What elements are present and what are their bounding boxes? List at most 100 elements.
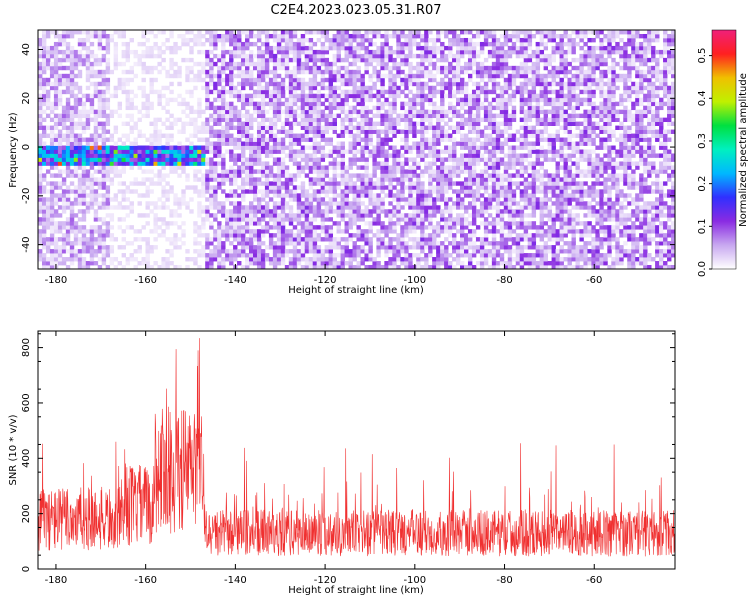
heatmap-cell (356, 177, 361, 182)
heatmap-cell (304, 161, 310, 166)
heatmap-cell (41, 65, 47, 71)
heatmap-cell (344, 189, 349, 194)
heatmap-cell (229, 81, 234, 87)
heatmap-cell (475, 181, 481, 186)
heatmap-cell (161, 185, 166, 190)
heatmap-cell (69, 113, 75, 119)
heatmap-cell (197, 213, 202, 218)
heatmap-cell (420, 229, 425, 234)
heatmap-cell (149, 189, 154, 194)
heatmap-cell (471, 101, 477, 107)
heatmap-cell (93, 153, 99, 158)
heatmap-cell (336, 69, 341, 75)
heatmap-cell (221, 125, 226, 130)
heatmap-cell (432, 197, 437, 202)
heatmap-cell (396, 129, 401, 134)
heatmap-cell (292, 153, 298, 158)
heatmap-cell (483, 85, 489, 91)
heatmap-cell (276, 65, 282, 71)
heatmap-cell (93, 113, 99, 119)
heatmap-cell (189, 133, 194, 138)
heatmap-cell (137, 237, 142, 242)
heatmap-cell (452, 165, 457, 170)
heatmap-cell (344, 221, 349, 226)
heatmap-cell (452, 30, 457, 35)
heatmap-cell (225, 209, 230, 214)
heatmap-cell (41, 253, 47, 258)
heatmap-cell (308, 157, 314, 162)
heatmap-cell (312, 245, 318, 250)
heatmap-cell (264, 209, 270, 214)
heatmap-cell (121, 133, 126, 138)
heatmap-cell (97, 149, 103, 154)
heatmap-cell (352, 253, 357, 258)
heatmap-cell (101, 137, 107, 142)
heatmap-cell (272, 105, 278, 111)
heatmap-cell (165, 261, 170, 266)
heatmap-cell (392, 185, 397, 190)
heatmap-cell (237, 157, 242, 162)
heatmap-cell (487, 173, 493, 178)
heatmap-cell (475, 137, 481, 142)
heatmap-cell (503, 169, 509, 174)
heatmap-cell (284, 73, 290, 79)
heatmap-cell (324, 225, 330, 230)
heatmap-cell (463, 41, 469, 47)
heatmap-cell (332, 41, 337, 47)
heatmap-cell (276, 149, 282, 154)
heatmap-cell (205, 157, 210, 162)
heatmap-cell (73, 73, 79, 79)
heatmap-cell (332, 45, 337, 51)
heatmap-cell (38, 169, 43, 174)
heatmap-cell (316, 89, 322, 95)
heatmap-cell (169, 113, 174, 119)
heatmap-cell (145, 93, 150, 99)
heatmap-cell (193, 153, 198, 158)
heatmap-cell (396, 213, 401, 218)
heatmap-cell (404, 73, 409, 79)
heatmap-cell (416, 109, 421, 115)
heatmap-cell (368, 141, 373, 146)
heatmap-cell (300, 185, 306, 190)
heatmap-cell (229, 201, 234, 206)
heatmap-cell (41, 81, 47, 87)
heatmap-cell (340, 201, 345, 206)
heatmap-cell (507, 253, 513, 258)
heatmap-cell (97, 109, 103, 115)
heatmap-cell (456, 81, 461, 87)
heatmap-cell (495, 93, 501, 99)
heatmap-cell (284, 241, 290, 246)
heatmap-cell (328, 261, 334, 266)
heatmap-cell (81, 57, 87, 63)
heatmap-cell (448, 169, 453, 174)
heatmap-cell (233, 65, 238, 71)
heatmap-cell (252, 249, 258, 254)
heatmap-cell (456, 249, 461, 254)
heatmap-cell (193, 249, 198, 254)
heatmap-cell (487, 109, 493, 115)
heatmap-cell (137, 157, 142, 162)
heatmap-cell (276, 117, 282, 123)
heatmap-cell (197, 97, 202, 103)
heatmap-cell (57, 129, 63, 134)
heatmap-cell (233, 113, 238, 119)
heatmap-cell (328, 257, 334, 262)
heatmap-cell (105, 229, 111, 234)
heatmap-cell (137, 145, 142, 150)
heatmap-cell (77, 225, 83, 230)
heatmap-cell (396, 30, 401, 35)
heatmap-cell (268, 225, 274, 230)
heatmap-cell (296, 205, 302, 210)
heatmap-cell (424, 145, 429, 150)
heatmap-cell (436, 221, 441, 226)
heatmap-cell (264, 65, 270, 71)
heatmap-cell (412, 97, 417, 103)
heatmap-cell (340, 153, 345, 158)
heatmap-cell (452, 105, 457, 111)
heatmap-cell (396, 221, 401, 226)
heatmap-cell (276, 129, 282, 134)
heatmap-cell (360, 229, 365, 234)
heatmap-cell (420, 157, 425, 162)
heatmap-cell (372, 209, 377, 214)
heatmap-cell (217, 137, 222, 142)
